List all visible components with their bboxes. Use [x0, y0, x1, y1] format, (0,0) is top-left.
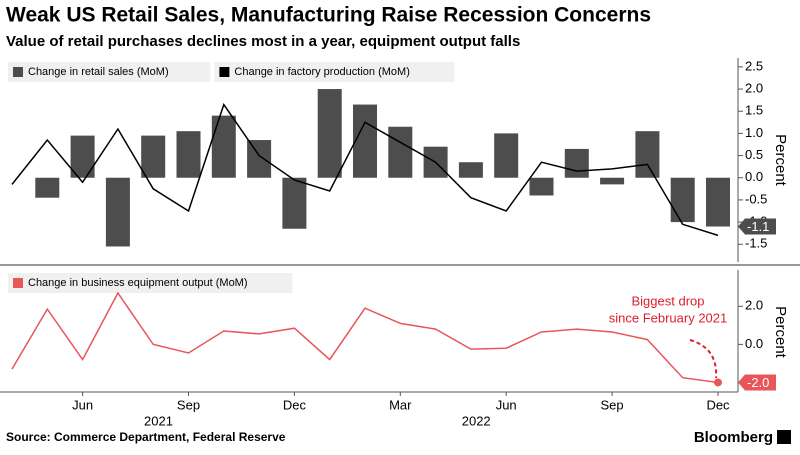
bar	[706, 177, 730, 227]
y-axis-label: Percent	[772, 134, 789, 187]
bar	[317, 89, 342, 178]
y-tick-label: 2.5	[745, 58, 763, 73]
bar	[35, 177, 60, 198]
bar	[105, 177, 130, 247]
legend-label: Change in factory production (MoM)	[234, 66, 409, 78]
legend-swatch	[219, 67, 230, 77]
value-label: -2.0	[747, 375, 769, 390]
bar	[388, 126, 413, 178]
y-tick-label: 0.0	[745, 169, 763, 184]
x-tick-label: Sep	[177, 397, 200, 412]
x-tick-label: Dec	[706, 397, 730, 412]
x-tick-label: Dec	[283, 397, 307, 412]
annotation: since February 2021	[609, 310, 728, 325]
x-tick-label: Mar	[389, 397, 412, 412]
line	[11, 102, 719, 237]
annotation: Biggest drop	[632, 293, 705, 308]
legend-bg	[214, 62, 455, 82]
bar	[529, 177, 554, 196]
y-tick-label: -1.5	[745, 236, 767, 251]
legend-label: Change in retail sales (MoM)	[28, 66, 169, 78]
year-label: 2022	[462, 413, 491, 428]
legend-swatch	[13, 278, 23, 288]
y-tick-label: 1.5	[745, 103, 763, 118]
last-point	[714, 378, 722, 387]
bar	[176, 131, 201, 178]
x-tick-label: Sep	[601, 397, 624, 412]
y-axis-label: Percent	[772, 306, 789, 359]
bar	[247, 140, 272, 178]
chart-title: Weak US Retail Sales, Manufacturing Rais…	[6, 4, 651, 27]
y-tick-label: 2.0	[745, 298, 763, 313]
bar	[494, 133, 519, 178]
brand: Bloomberg	[694, 429, 773, 446]
chart-subtitle: Value of retail purchases declines most …	[6, 33, 520, 50]
legend-swatch	[13, 67, 23, 77]
value-label: -1.1	[747, 219, 769, 234]
y-tick-label: 1.0	[745, 125, 763, 140]
annotation-arrow	[689, 339, 718, 379]
bar	[600, 177, 625, 185]
bar	[458, 162, 483, 178]
bar	[282, 177, 307, 229]
x-tick-label: Jun	[72, 397, 93, 412]
line	[11, 291, 719, 384]
source: Source: Commerce Department, Federal Res…	[6, 430, 286, 444]
value-label-bg	[738, 218, 776, 235]
x-tick-label: Jun	[496, 397, 517, 412]
legend-label: Change in business equipment output (MoM…	[28, 277, 248, 289]
bar	[635, 131, 660, 178]
bar	[670, 177, 695, 223]
bar	[564, 148, 589, 178]
year-label: 2021	[144, 413, 173, 428]
bar	[141, 135, 166, 178]
y-tick-label: 0.0	[745, 336, 763, 351]
legend-bg	[8, 62, 211, 82]
legend-bg	[8, 273, 293, 293]
value-label-bg	[738, 374, 776, 391]
bar	[211, 115, 236, 178]
y-tick-label: -0.5	[745, 191, 767, 206]
brand-icon	[777, 430, 791, 444]
y-tick-label: 0.5	[745, 147, 763, 162]
y-tick-label: 2.0	[745, 80, 763, 95]
bar	[353, 104, 377, 178]
